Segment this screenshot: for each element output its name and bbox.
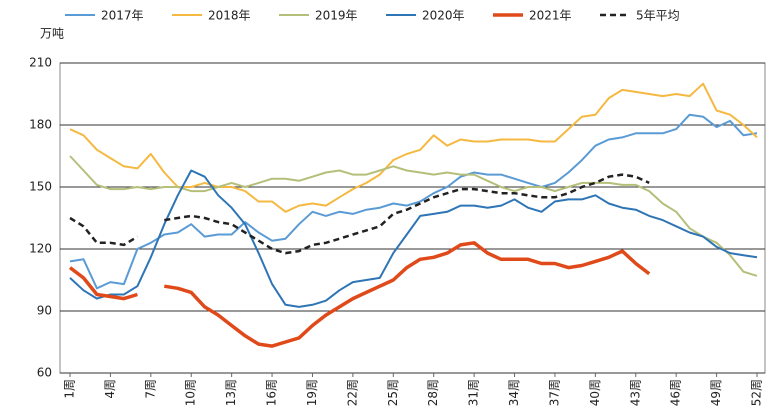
x-tick-label: 31周 (467, 379, 481, 406)
y-tick-label: 210 (29, 56, 52, 70)
x-tick-label: 40周 (588, 379, 602, 406)
x-tick-label: 37周 (547, 379, 561, 406)
x-tick-label: 10周 (184, 379, 198, 406)
x-tick-label: 34周 (507, 379, 521, 406)
x-tick-label: 46周 (669, 379, 683, 406)
y-tick-label: 180 (29, 118, 52, 132)
series-line (69, 155, 758, 277)
x-tick-label: 49周 (709, 379, 723, 406)
x-tick-label: 16周 (265, 379, 279, 406)
x-tick-label: 19周 (305, 379, 319, 406)
legend-label: 2018年 (208, 9, 251, 23)
x-tick-label: 7周 (143, 379, 157, 399)
series-line (69, 82, 758, 213)
series-line (69, 169, 758, 308)
x-tick-label: 28周 (426, 379, 440, 406)
x-tick-label: 52周 (750, 379, 764, 406)
y-tick-label: 60 (37, 366, 52, 380)
legend-label: 5年平均 (636, 9, 680, 23)
y-axis-label: 万吨 (40, 27, 64, 41)
legend-label: 2021年 (529, 9, 572, 23)
x-tick-label: 13周 (224, 379, 238, 406)
series-line (69, 173, 650, 255)
x-tick-label: 22周 (345, 379, 359, 406)
x-tick-label: 1周 (63, 379, 77, 399)
y-tick-label: 150 (29, 180, 52, 194)
y-tick-label: 120 (29, 242, 52, 256)
series-line (69, 113, 758, 290)
x-tick-label: 43周 (628, 379, 642, 406)
x-tick-label: 25周 (386, 379, 400, 406)
legend-label: 2019年 (315, 9, 358, 23)
series-line (68, 241, 651, 348)
x-tick-label: 4周 (103, 379, 117, 399)
legend-label: 2017年 (101, 9, 144, 23)
legend-label: 2020年 (422, 9, 465, 23)
y-tick-label: 90 (37, 304, 52, 318)
